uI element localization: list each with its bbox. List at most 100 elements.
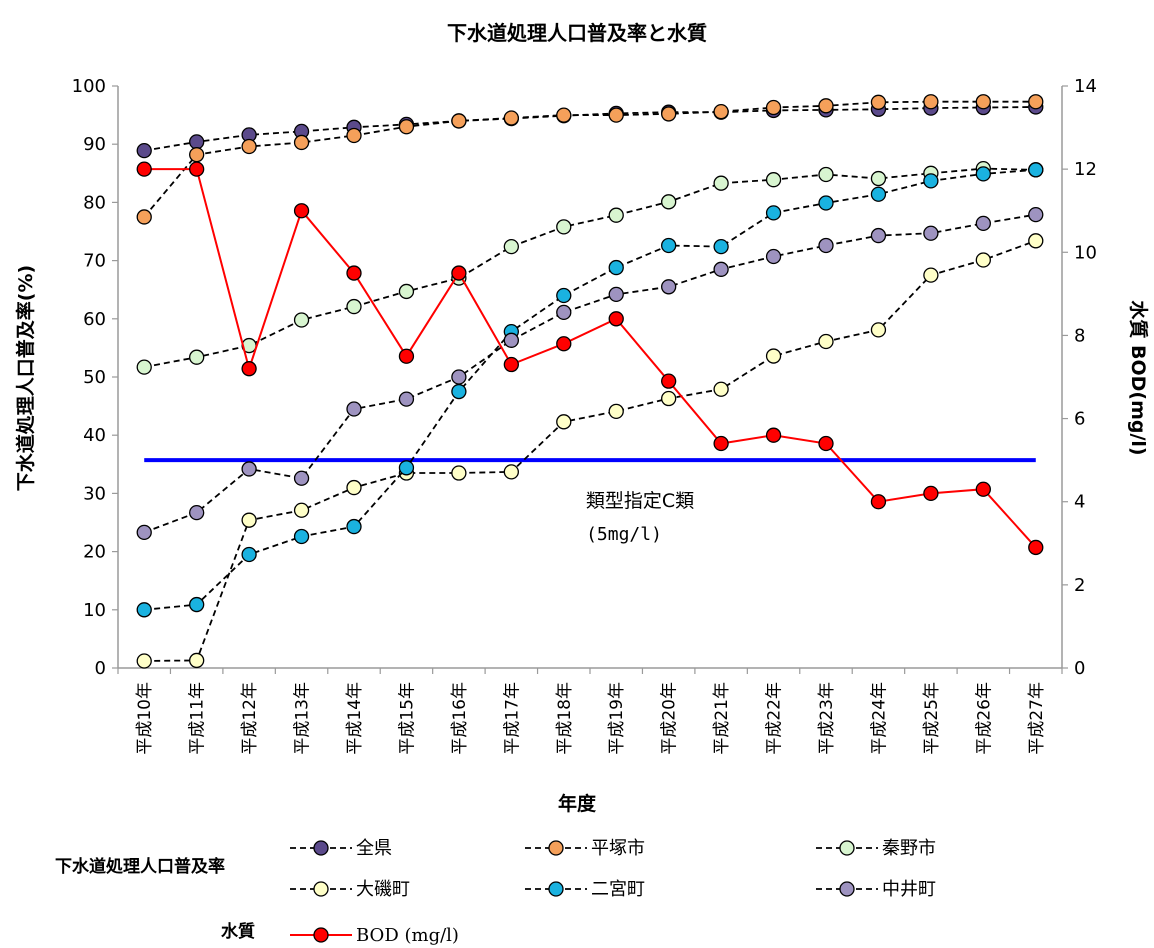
series-6-point (765, 427, 782, 443)
y-tick-label: 90 (83, 134, 106, 155)
series-5-point (556, 304, 572, 321)
x-tick-label: 平成15年 (397, 682, 417, 755)
series-3-point (713, 381, 729, 397)
series-4-point (1028, 162, 1044, 178)
legend-swatch-marker (548, 840, 564, 856)
y-tick-label: 70 (83, 251, 106, 272)
legend-swatch-marker (839, 840, 855, 856)
y-tick-label: 40 (83, 425, 106, 446)
series-1-point (241, 138, 257, 155)
series-5-point (975, 215, 991, 232)
series-2-point (398, 283, 415, 300)
series-6-point (1028, 539, 1044, 556)
series-0-point (189, 134, 205, 150)
series-3-point (765, 348, 782, 364)
y-tick-label: 80 (83, 192, 106, 213)
series-6-point (713, 435, 729, 452)
series-0-point (136, 142, 152, 159)
series-6-point (189, 161, 205, 177)
y2-tick-label: 14 (1074, 76, 1097, 97)
series-line-6 (144, 168, 1037, 549)
series-6-point (608, 311, 624, 327)
series-6-point (503, 356, 519, 373)
x-tick-label: 平成27年 (1027, 682, 1047, 755)
series-1-point (1028, 94, 1044, 110)
plot-area: 0 10 20 30 40 50 60 70 80 90 100 0 2 4 6 8 10 12 14 平成10年 平成… (72, 76, 1097, 755)
legend-swatch-marker (313, 840, 329, 856)
legend-swatch-marker (548, 881, 564, 897)
series-2-point (189, 349, 205, 365)
x-axis-title: 年度 (558, 792, 597, 815)
series-5-point (136, 524, 152, 541)
x-tick-label: 平成25年 (922, 682, 942, 755)
series-2-point (293, 312, 310, 328)
series-line-4 (144, 168, 1036, 611)
series-3-point (1028, 233, 1044, 249)
y2-tick-label: 8 (1074, 325, 1085, 346)
series-5-point (870, 227, 887, 244)
series-6-point (398, 348, 415, 364)
series-4-point (765, 205, 782, 221)
series-4-point (241, 546, 257, 563)
series-1-point (189, 147, 205, 163)
series-1-point (608, 107, 624, 123)
series-5-point (241, 461, 257, 477)
legend-swatch-marker (839, 881, 855, 897)
series-4-point (818, 195, 834, 211)
y2-tick-label: 4 (1074, 492, 1085, 513)
series-4-point (189, 596, 205, 613)
series-5-point (451, 369, 467, 385)
series-1-point (451, 113, 467, 129)
series-6-point (293, 203, 310, 219)
reference-line-sublabel: (5mg/l) (586, 524, 662, 545)
y2-tick-label: 0 (1074, 658, 1085, 679)
x-tick-label: 平成21年 (712, 682, 732, 755)
y-tick-label: 0 (95, 658, 106, 679)
series-4-point (713, 238, 729, 255)
y-tick-label: 10 (83, 600, 106, 621)
series-3-point (451, 465, 467, 481)
x-tick-label: 平成16年 (450, 682, 470, 755)
y2-tick-label: 10 (1074, 242, 1097, 263)
series-3-point (818, 333, 834, 350)
legend-swatch-marker (313, 881, 329, 897)
x-tick-label: 平成11年 (188, 682, 208, 755)
series-6-point (346, 265, 362, 281)
series-4-point (608, 259, 624, 276)
series-3-point (975, 252, 991, 268)
legend-entry-label: 秦野市 (882, 838, 936, 859)
series-4-point (451, 383, 467, 400)
series-2-point (713, 175, 729, 191)
series-5-point (923, 225, 939, 241)
series-1-point (713, 103, 729, 120)
series-5-point (608, 286, 624, 303)
series-1-point (556, 107, 572, 123)
series-4-point (556, 287, 572, 304)
series-6-point (870, 494, 887, 510)
series-4-point (346, 518, 362, 535)
series-3-point (923, 267, 939, 283)
x-tick-label: 平成24年 (869, 682, 889, 755)
y-tick-label: 60 (83, 309, 106, 330)
series-4-point (136, 602, 152, 618)
reference-line-label: 類型指定C類 (586, 490, 694, 512)
series-4-point (661, 237, 677, 254)
series-1-point (398, 119, 415, 135)
series-3-point (608, 403, 624, 419)
series-2-point (503, 238, 519, 255)
y-axis-title: 下水道処理人口普及率(%) (14, 265, 37, 491)
series-3-point (661, 390, 677, 407)
y-tick-label: 50 (83, 367, 106, 388)
series-3-point (346, 479, 362, 496)
legend-swatch-marker (313, 927, 329, 943)
series-4-point (870, 186, 887, 202)
series-1-point (818, 98, 834, 114)
series-1-point (870, 94, 887, 110)
legend-group-label-coverage: 下水道処理人口普及率 (55, 856, 225, 877)
series-3-point (136, 653, 152, 669)
x-tick-label: 平成22年 (765, 682, 785, 755)
x-tick-label: 平成20年 (660, 682, 680, 755)
y2-tick-label: 12 (1074, 159, 1097, 180)
series-3-point (293, 502, 310, 518)
